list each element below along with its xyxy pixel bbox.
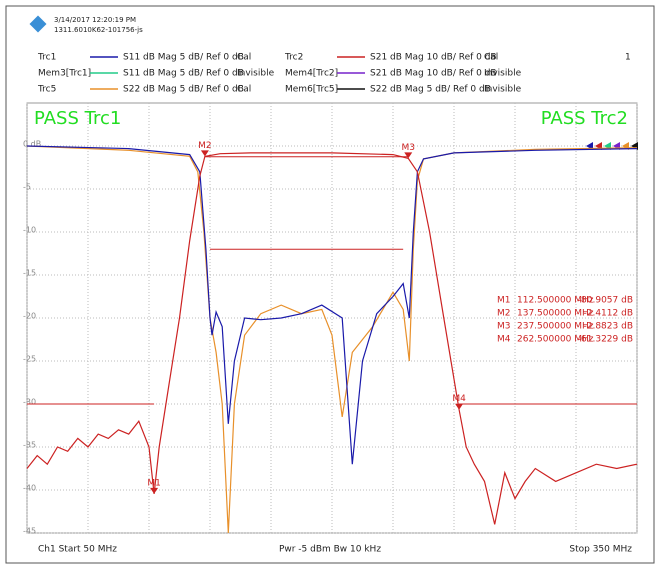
legend-status: Invisible (237, 69, 275, 79)
legend-name: Trc2 (284, 53, 303, 63)
marker-name: M1 (147, 478, 161, 488)
legend-name: Trc1 (37, 53, 56, 63)
marker-table-value: -2.8823 dB (584, 322, 634, 332)
footer-power: Pwr -5 dBm Bw 10 kHz (279, 545, 381, 555)
marker-table-value: -2.4112 dB (584, 309, 634, 319)
legend-status: Invisible (484, 85, 522, 95)
y-tick-label: 0 dB (23, 140, 41, 149)
footer-start: Ch1 Start 50 MHz (38, 545, 117, 555)
y-tick-label: -45 (23, 527, 36, 536)
legend-status: Invisible (484, 69, 522, 79)
device: 1311.6010K62-101756-js (54, 26, 143, 34)
marker (455, 403, 464, 410)
legend-desc: S11 dB Mag 5 dB/ Ref 0 dB (123, 53, 244, 63)
pass-label: PASS Trc2 (541, 108, 628, 129)
channel-no: 1 (625, 53, 631, 63)
pass-label: PASS Trc1 (34, 108, 121, 129)
marker (404, 152, 413, 159)
legend-name: Mem3[Trc1] (38, 69, 91, 79)
marker-table-name: M1 (497, 296, 511, 306)
marker (150, 487, 159, 494)
legend-desc: S21 dB Mag 10 dB/ Ref 0 dB (370, 53, 497, 63)
y-tick-label: -30 (23, 398, 36, 407)
legend-desc: S22 dB Mag 5 dB/ Ref 0 dB (370, 85, 491, 95)
marker-table-freq: 112.500000 MHz (517, 296, 594, 306)
legend-status: Cal (237, 85, 251, 95)
y-tick-label: -5 (23, 183, 31, 192)
y-tick-label: -35 (23, 441, 36, 450)
marker-name: M3 (402, 143, 416, 153)
legend-desc: S21 dB Mag 10 dB/ Ref 0 dB (370, 69, 497, 79)
marker-table-value: -80.9057 dB (578, 296, 633, 306)
marker-name: M4 (452, 394, 466, 404)
marker-table-name: M2 (497, 309, 511, 319)
marker-table-freq: 137.500000 MHz (517, 309, 594, 319)
legend-status: Cal (237, 53, 251, 63)
marker (200, 150, 209, 157)
legend-name: Trc5 (37, 85, 56, 95)
y-tick-label: -40 (23, 484, 36, 493)
y-tick-label: -15 (23, 269, 36, 278)
legend-name: Mem6[Trc5] (285, 85, 338, 95)
marker-table-freq: 237.500000 MHz (517, 322, 594, 332)
y-tick-label: -20 (23, 312, 36, 321)
marker-table-name: M3 (497, 322, 511, 332)
y-tick-label: -25 (23, 355, 36, 364)
trace (26, 145, 638, 465)
marker-table-value: -61.3229 dB (578, 335, 633, 345)
legend-desc: S11 dB Mag 5 dB/ Ref 0 dB (123, 69, 244, 79)
marker-name: M2 (198, 141, 212, 151)
marker-table-freq: 262.500000 MHz (517, 335, 594, 345)
legend-status: Cal (484, 53, 498, 63)
trace (26, 152, 638, 525)
legend-desc: S22 dB Mag 5 dB/ Ref 0 dB (123, 85, 244, 95)
marker-table-name: M4 (497, 335, 511, 345)
legend-name: Mem4[Trc2] (285, 69, 338, 79)
date: 3/14/2017 12:20:19 PM (54, 16, 136, 24)
frame (5, 5, 655, 564)
footer-stop: Stop 350 MHz (569, 545, 632, 555)
y-tick-label: -10 (23, 226, 36, 235)
